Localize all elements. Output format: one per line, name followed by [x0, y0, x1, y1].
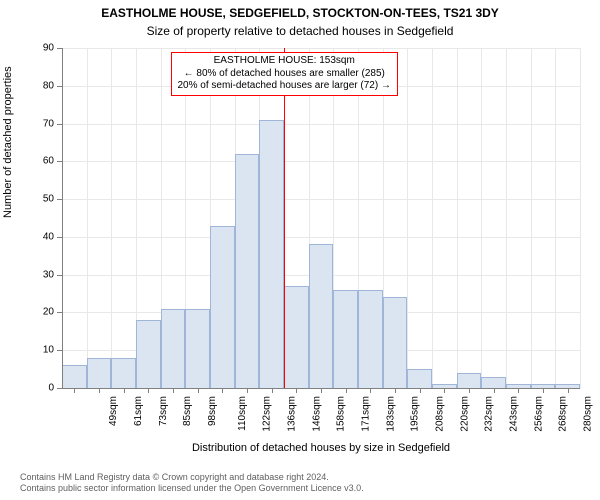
grid-vline	[111, 48, 112, 388]
x-tick-label: 243sqm	[509, 396, 520, 432]
footer: Contains HM Land Registry data © Crown c…	[20, 472, 364, 495]
x-tick-label: 146sqm	[311, 396, 322, 432]
x-tick-label: 158sqm	[336, 396, 347, 432]
x-tick-label: 73sqm	[158, 396, 169, 426]
x-tick-mark	[346, 388, 347, 393]
y-tick-label: 70	[32, 118, 54, 129]
x-tick-mark	[568, 388, 569, 393]
x-tick-label: 61sqm	[133, 396, 144, 426]
title-line1: EASTHOLME HOUSE, SEDGEFIELD, STOCKTON-ON…	[101, 6, 499, 20]
x-tick-mark	[99, 388, 100, 393]
grid-hline	[62, 199, 580, 200]
grid-vline	[481, 48, 482, 388]
x-tick-label: 98sqm	[207, 396, 218, 426]
x-tick-label: 208sqm	[435, 396, 446, 432]
y-tick-label: 20	[32, 307, 54, 318]
histogram-bar	[333, 290, 358, 388]
x-tick-label: 268sqm	[558, 396, 569, 432]
histogram-bar	[87, 358, 112, 388]
x-tick-mark	[518, 388, 519, 393]
grid-vline	[407, 48, 408, 388]
x-tick-mark	[198, 388, 199, 393]
grid-vline	[87, 48, 88, 388]
x-tick-mark	[222, 388, 223, 393]
info-box: EASTHOLME HOUSE: 153sqm← 80% of detached…	[171, 52, 398, 96]
y-tick-label: 30	[32, 269, 54, 280]
histogram-bar	[383, 297, 408, 388]
grid-hline	[62, 161, 580, 162]
y-axis-line	[62, 48, 63, 388]
grid-vline	[555, 48, 556, 388]
info-box-line: ← 80% of detached houses are smaller (28…	[178, 68, 391, 81]
x-tick-mark	[370, 388, 371, 393]
histogram-bar	[185, 309, 210, 388]
grid-vline	[531, 48, 532, 388]
grid-vline	[432, 48, 433, 388]
x-tick-label: 280sqm	[583, 396, 594, 432]
histogram-bar	[284, 286, 309, 388]
grid-vline	[457, 48, 458, 388]
x-tick-label: 220sqm	[459, 396, 470, 432]
histogram-bar	[136, 320, 161, 388]
grid-hline	[62, 237, 580, 238]
footer-line1: Contains HM Land Registry data © Crown c…	[20, 472, 364, 483]
x-tick-label: 171sqm	[361, 396, 372, 432]
x-tick-label: 122sqm	[262, 396, 273, 432]
x-tick-label: 85sqm	[182, 396, 193, 426]
x-tick-mark	[148, 388, 149, 393]
x-tick-label: 256sqm	[533, 396, 544, 432]
x-tick-mark	[272, 388, 273, 393]
x-axis-title: Distribution of detached houses by size …	[62, 442, 580, 454]
y-tick-label: 0	[32, 383, 54, 394]
footer-line2: Contains public sector information licen…	[20, 483, 364, 494]
x-tick-label: 136sqm	[287, 396, 298, 432]
x-tick-mark	[124, 388, 125, 393]
reference-line	[284, 48, 285, 388]
y-tick-label: 90	[32, 43, 54, 54]
x-tick-mark	[321, 388, 322, 393]
info-box-line: EASTHOLME HOUSE: 153sqm	[178, 55, 391, 68]
histogram-bar	[161, 309, 186, 388]
chart-subtitle: Size of property relative to detached ho…	[0, 24, 600, 38]
x-tick-mark	[543, 388, 544, 393]
histogram-bar	[407, 369, 432, 388]
x-tick-mark	[247, 388, 248, 393]
y-tick-label: 10	[32, 345, 54, 356]
grid-vline	[580, 48, 581, 388]
y-tick-label: 60	[32, 156, 54, 167]
y-tick-label: 80	[32, 80, 54, 91]
histogram-bar	[457, 373, 482, 388]
x-tick-label: 110sqm	[237, 396, 248, 431]
x-tick-mark	[420, 388, 421, 393]
plot-area: 010203040506070809049sqm61sqm73sqm85sqm9…	[62, 48, 580, 388]
grid-hline	[62, 124, 580, 125]
histogram-bar	[259, 120, 284, 388]
histogram-bar	[481, 377, 506, 388]
histogram-bar	[235, 154, 260, 388]
title-line2: Size of property relative to detached ho…	[147, 24, 454, 38]
grid-vline	[506, 48, 507, 388]
histogram-bar	[358, 290, 383, 388]
x-tick-mark	[469, 388, 470, 393]
x-tick-mark	[444, 388, 445, 393]
x-tick-label: 195sqm	[410, 396, 421, 432]
histogram-bar	[62, 365, 87, 388]
histogram-bar	[111, 358, 136, 388]
x-tick-label: 232sqm	[484, 396, 495, 432]
x-tick-mark	[173, 388, 174, 393]
x-tick-label: 49sqm	[108, 396, 119, 426]
x-tick-mark	[296, 388, 297, 393]
x-tick-mark	[74, 388, 75, 393]
x-tick-mark	[494, 388, 495, 393]
info-box-line: 20% of semi-detached houses are larger (…	[178, 80, 391, 93]
x-tick-mark	[395, 388, 396, 393]
y-tick-label: 40	[32, 231, 54, 242]
grid-hline	[62, 48, 580, 49]
y-tick-label: 50	[32, 194, 54, 205]
x-tick-label: 183sqm	[385, 396, 396, 432]
histogram-bar	[309, 244, 334, 388]
chart-title: EASTHOLME HOUSE, SEDGEFIELD, STOCKTON-ON…	[0, 6, 600, 20]
histogram-bar	[210, 226, 235, 388]
